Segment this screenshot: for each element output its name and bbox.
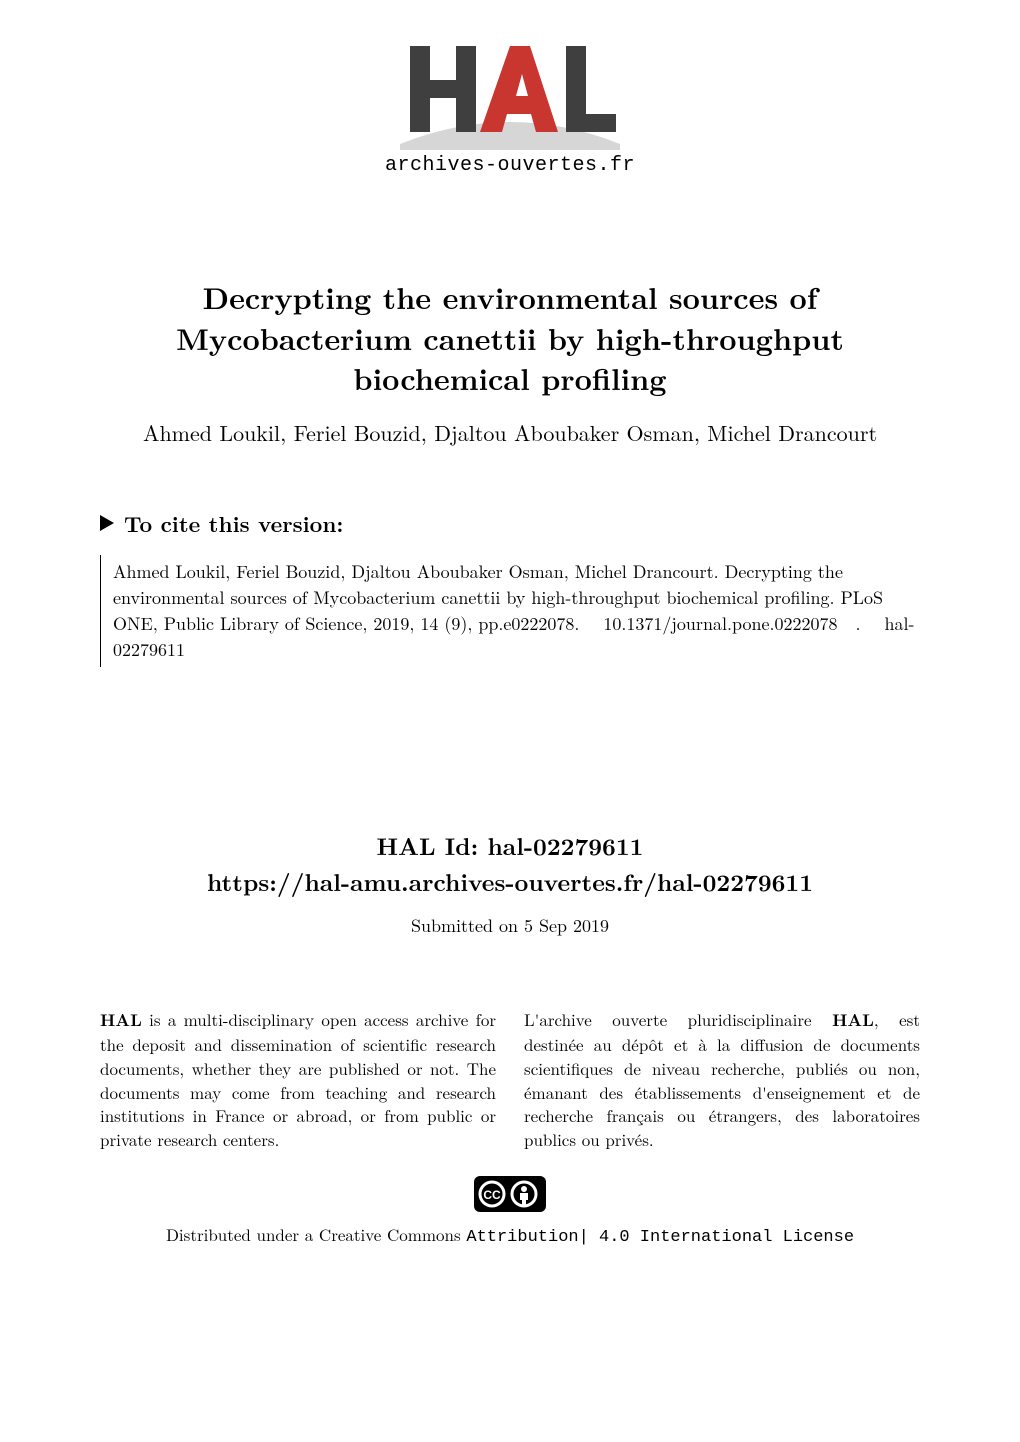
left-bold-lead: HAL: [100, 1008, 142, 1032]
left-body: is a multi-disciplinary open access arch…: [100, 1007, 496, 1151]
cite-heading: To cite this version:: [100, 508, 920, 539]
logo-caption: archives-ouvertes.fr: [385, 154, 635, 177]
hal-logo-block: archives-ouvertes.fr: [100, 40, 920, 177]
cc-badge-icon: CC: [474, 1176, 546, 1212]
paper-title: Decrypting the environmental sources of …: [100, 277, 920, 399]
svg-text:CC: CC: [483, 1188, 501, 1202]
description-columns: HAL is a multi-disciplinary open access …: [100, 1008, 920, 1152]
right-bold: HAL: [832, 1008, 874, 1032]
hal-url[interactable]: https://hal-amu.archives-ouvertes.fr/hal…: [100, 865, 920, 899]
hal-id-block: HAL Id: hal-02279611 https://hal-amu.arc…: [100, 827, 920, 899]
description-left: HAL is a multi-disciplinary open access …: [100, 1008, 496, 1152]
description-right: L'archive ouverte pluridisciplinaire HAL…: [524, 1008, 920, 1152]
hal-id-line: HAL Id: hal-02279611: [100, 827, 920, 865]
triangle-right-icon: [100, 515, 114, 531]
license-prefix: Distributed under a Creative Commons: [166, 1222, 466, 1246]
hal-id-value: hal-02279611: [487, 829, 643, 863]
citation-block: Ahmed Loukil, Feriel Bouzid, Djaltou Abo…: [100, 555, 920, 667]
license-text: Distributed under a Creative Commons Att…: [166, 1222, 854, 1247]
hal-id-label: HAL Id:: [377, 829, 488, 863]
paper-authors: Ahmed Loukil, Feriel Bouzid, Djaltou Abo…: [100, 417, 920, 448]
cite-heading-text: To cite this version:: [124, 508, 343, 539]
submitted-date: Submitted on 5 Sep 2019: [100, 913, 920, 938]
license-block: CC Distributed under a Creative Commons …: [100, 1176, 920, 1247]
license-link[interactable]: Attribution| 4.0 International License: [466, 1228, 854, 1247]
page-root: archives-ouvertes.fr Decrypting the envi…: [0, 0, 1020, 1442]
right-prefix: L'archive ouverte pluridisciplinaire: [524, 1007, 832, 1031]
hal-logo: [400, 40, 620, 150]
